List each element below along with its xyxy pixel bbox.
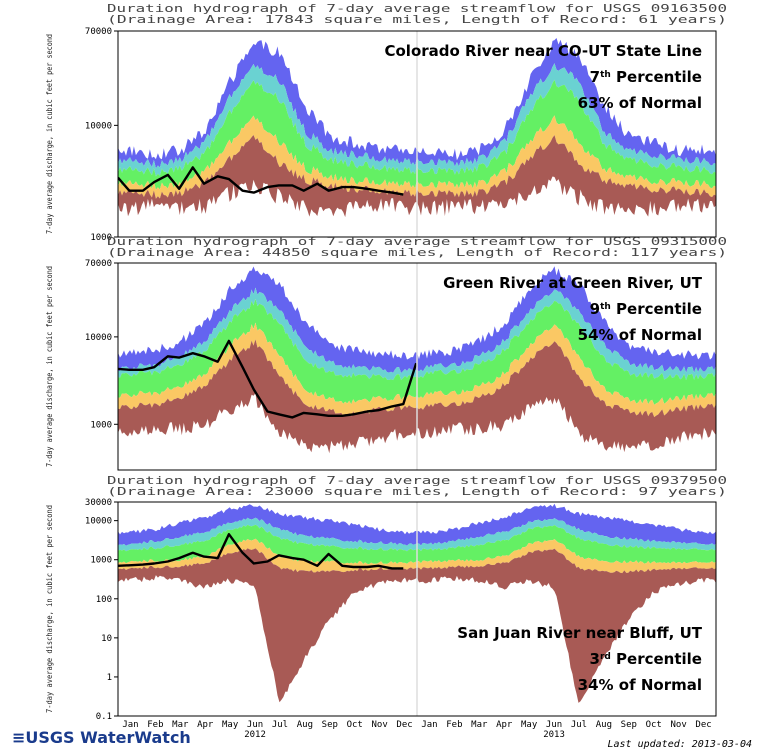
panel-subtitle: (Drainage Area: 23000 square miles, Leng… <box>107 485 727 498</box>
band-25-10 <box>118 322 716 418</box>
last-updated-text: Last updated: 2013-03-04 <box>608 739 753 750</box>
band-90-75 <box>118 287 716 381</box>
x-year-label: 2012 <box>244 730 266 740</box>
annotation-percentile: 7th Percentile <box>590 68 702 86</box>
annotation-river-name: San Juan River near Bluff, UT <box>457 624 702 642</box>
percentile-number: 7 <box>590 68 600 86</box>
usgs-waterwatch-logo: ≡USGS WaterWatch <box>12 728 191 747</box>
x-tick-label: Sep <box>322 720 338 730</box>
y-tick-label: 100 <box>96 595 112 605</box>
band-10-min <box>118 548 716 703</box>
y-tick-label: 10000 <box>85 517 112 527</box>
percentile-label: Percentile <box>611 650 702 668</box>
plot-area <box>118 38 716 218</box>
y-tick-label: 10000 <box>85 121 112 131</box>
x-tick-label: Jan <box>421 720 437 730</box>
x-tick-label: Oct <box>646 720 662 730</box>
current-flow-line <box>118 533 404 570</box>
x-tick-label: Nov <box>371 720 387 730</box>
annotation-percent-normal: 63% of Normal <box>578 94 702 112</box>
annotation-percent-normal: 34% of Normal <box>578 676 702 694</box>
band-90-75 <box>118 63 716 177</box>
x-tick-label: Feb <box>446 720 462 730</box>
x-tick-label: Dec <box>695 720 711 730</box>
y-tick-label: 70000 <box>85 259 112 269</box>
x-tick-label: Aug <box>297 720 313 730</box>
percentile-number: 9 <box>590 300 600 318</box>
percentile-suffix: th <box>600 70 611 80</box>
current-flow-line <box>118 339 418 419</box>
plot-frame <box>117 262 717 471</box>
annotation-percentile: 9th Percentile <box>590 300 702 318</box>
x-tick-label: Sep <box>621 720 637 730</box>
band-10-min <box>118 339 716 454</box>
band-75-25 <box>118 79 716 190</box>
x-tick-label: May <box>521 720 538 730</box>
band-75-25 <box>118 524 716 565</box>
x-tick-label: Dec <box>396 720 412 730</box>
annotation-river-name: Colorado River near CO-UT State Line <box>384 42 702 60</box>
panel-title: Duration hydrograph of 7-day average str… <box>107 2 727 15</box>
x-tick-label: Oct <box>347 720 363 730</box>
panel-title: Duration hydrograph of 7-day average str… <box>107 235 727 248</box>
band-10-min <box>118 135 716 218</box>
x-year-label: 2013 <box>543 730 565 740</box>
band-max-90 <box>118 38 716 169</box>
y-tick-label: 70000 <box>85 27 112 37</box>
x-tick-label: Apr <box>197 720 214 730</box>
band-max-90 <box>118 503 716 546</box>
hydrograph-panel-2: Duration hydrograph of 7-day average str… <box>45 235 727 471</box>
y-axis-title: 7-day average discharge, in cubic feet p… <box>45 505 54 713</box>
hydrograph-panel-1: Duration hydrograph of 7-day average str… <box>45 2 727 243</box>
y-tick-label: 1000 <box>90 420 112 430</box>
annotation-percent-normal: 54% of Normal <box>578 326 702 344</box>
band-max-90 <box>118 266 716 373</box>
y-tick-label: 10 <box>101 634 112 644</box>
y-tick-label: 1 <box>107 673 112 683</box>
panel-title: Duration hydrograph of 7-day average str… <box>107 474 727 487</box>
percentile-label: Percentile <box>611 68 702 86</box>
panel-subtitle: (Drainage Area: 17843 square miles, Leng… <box>107 13 727 26</box>
panel-subtitle: (Drainage Area: 44850 square miles, Leng… <box>107 246 727 259</box>
y-axis-title: 7-day average discharge, in cubic feet p… <box>45 34 54 234</box>
band-75-25 <box>118 298 716 405</box>
band-25-10 <box>118 115 716 199</box>
plot-frame <box>117 30 717 238</box>
x-tick-label: Mar <box>172 720 189 730</box>
y-axis-title: 7-day average discharge, in cubic feet p… <box>45 266 54 467</box>
current-flow-line <box>118 166 404 196</box>
percentile-suffix: th <box>600 302 611 312</box>
x-tick-label: May <box>222 720 239 730</box>
x-tick-label: Mar <box>471 720 488 730</box>
plot-frame <box>117 501 717 717</box>
x-tick-label: Aug <box>596 720 612 730</box>
annotation-percentile: 3rd Percentile <box>590 650 703 668</box>
band-90-75 <box>118 517 716 552</box>
x-tick-label: Jan <box>122 720 138 730</box>
hydrograph-panel-3: Duration hydrograph of 7-day average str… <box>45 474 727 722</box>
y-tick-label: 10000 <box>85 333 112 343</box>
percentile-number: 3 <box>590 650 600 668</box>
x-tick-label: Jul <box>272 720 288 730</box>
x-axis: Jan Feb Mar Apr May Jun Jul Aug Sep Oct Nov Dec Jan F… <box>122 720 711 740</box>
plot-area <box>118 266 716 454</box>
x-tick-label: Jul <box>571 720 587 730</box>
percentile-label: Percentile <box>611 300 702 318</box>
y-tick-label: 30000 <box>85 498 112 508</box>
percentile-suffix: rd <box>600 652 611 662</box>
x-tick-label: Nov <box>670 720 686 730</box>
y-tick-label: 0.1 <box>96 712 112 722</box>
y-tick-label: 1000 <box>90 556 112 566</box>
y-tick-label: 1000 <box>90 233 112 243</box>
x-tick-label: Jun <box>546 720 562 730</box>
annotation-river-name: Green River at Green River, UT <box>443 274 703 292</box>
x-tick-label: Apr <box>496 720 513 730</box>
x-tick-label: Feb <box>147 720 163 730</box>
x-tick-label: Jun <box>247 720 263 730</box>
